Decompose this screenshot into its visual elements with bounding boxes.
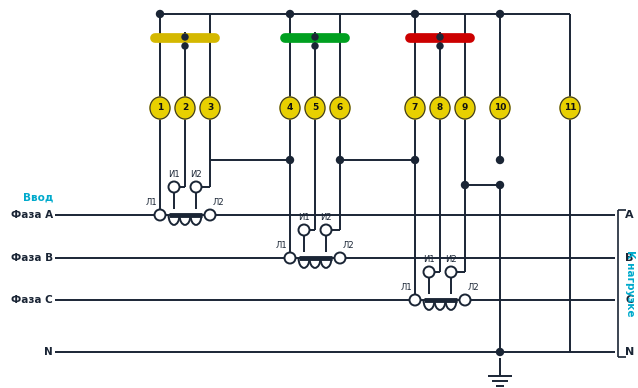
Ellipse shape (175, 97, 195, 119)
Circle shape (424, 267, 434, 277)
Text: С: С (625, 295, 633, 305)
Text: Л2: Л2 (213, 198, 225, 207)
Text: 2: 2 (182, 104, 188, 113)
Text: Фаза С: Фаза С (11, 295, 53, 305)
Text: N: N (44, 347, 53, 357)
Ellipse shape (280, 97, 300, 119)
Circle shape (168, 182, 179, 192)
Ellipse shape (330, 97, 350, 119)
Circle shape (445, 267, 457, 277)
Circle shape (205, 210, 216, 220)
Circle shape (437, 34, 443, 40)
Text: 9: 9 (462, 104, 468, 113)
Text: И1: И1 (168, 170, 180, 179)
Text: Л1: Л1 (276, 241, 287, 250)
Text: 5: 5 (312, 104, 318, 113)
Ellipse shape (560, 97, 580, 119)
Circle shape (437, 43, 443, 49)
Circle shape (191, 182, 202, 192)
Circle shape (286, 10, 293, 17)
Text: Л1: Л1 (145, 198, 157, 207)
Text: 11: 11 (564, 104, 576, 113)
Ellipse shape (200, 97, 220, 119)
Text: 4: 4 (287, 104, 293, 113)
Ellipse shape (455, 97, 475, 119)
Text: Фаза В: Фаза В (11, 253, 53, 263)
Circle shape (496, 156, 503, 163)
Circle shape (459, 294, 470, 305)
Ellipse shape (150, 97, 170, 119)
Ellipse shape (405, 97, 425, 119)
Text: А: А (625, 210, 634, 220)
Ellipse shape (490, 97, 510, 119)
Circle shape (299, 225, 309, 236)
Text: И2: И2 (190, 170, 202, 179)
Circle shape (412, 156, 419, 163)
Text: 1: 1 (157, 104, 163, 113)
Circle shape (285, 253, 295, 263)
Text: 6: 6 (337, 104, 343, 113)
Text: И1: И1 (298, 213, 310, 222)
Text: N: N (625, 347, 634, 357)
Ellipse shape (430, 97, 450, 119)
Text: 8: 8 (437, 104, 443, 113)
Circle shape (496, 10, 503, 17)
Circle shape (336, 156, 343, 163)
Circle shape (154, 210, 165, 220)
Text: 10: 10 (494, 104, 506, 113)
Circle shape (496, 182, 503, 189)
Circle shape (182, 43, 188, 49)
Circle shape (461, 182, 468, 189)
Text: И1: И1 (423, 255, 435, 264)
Circle shape (312, 43, 318, 49)
Ellipse shape (305, 97, 325, 119)
Text: 3: 3 (207, 104, 213, 113)
Text: И2: И2 (320, 213, 332, 222)
Circle shape (412, 10, 419, 17)
Circle shape (156, 10, 163, 17)
Text: В: В (625, 253, 634, 263)
Text: Л2: Л2 (468, 283, 480, 292)
Text: Ввод: Ввод (22, 193, 53, 203)
Circle shape (182, 34, 188, 40)
Text: 7: 7 (412, 104, 418, 113)
Circle shape (286, 156, 293, 163)
Circle shape (312, 34, 318, 40)
Text: И2: И2 (445, 255, 457, 264)
Circle shape (410, 294, 420, 305)
Circle shape (320, 225, 332, 236)
Circle shape (334, 253, 346, 263)
Text: Фаза А: Фаза А (11, 210, 53, 220)
Text: Л2: Л2 (343, 241, 355, 250)
Text: К нагрузке: К нагрузке (625, 250, 635, 316)
Text: Л1: Л1 (401, 283, 412, 292)
Circle shape (496, 348, 503, 355)
